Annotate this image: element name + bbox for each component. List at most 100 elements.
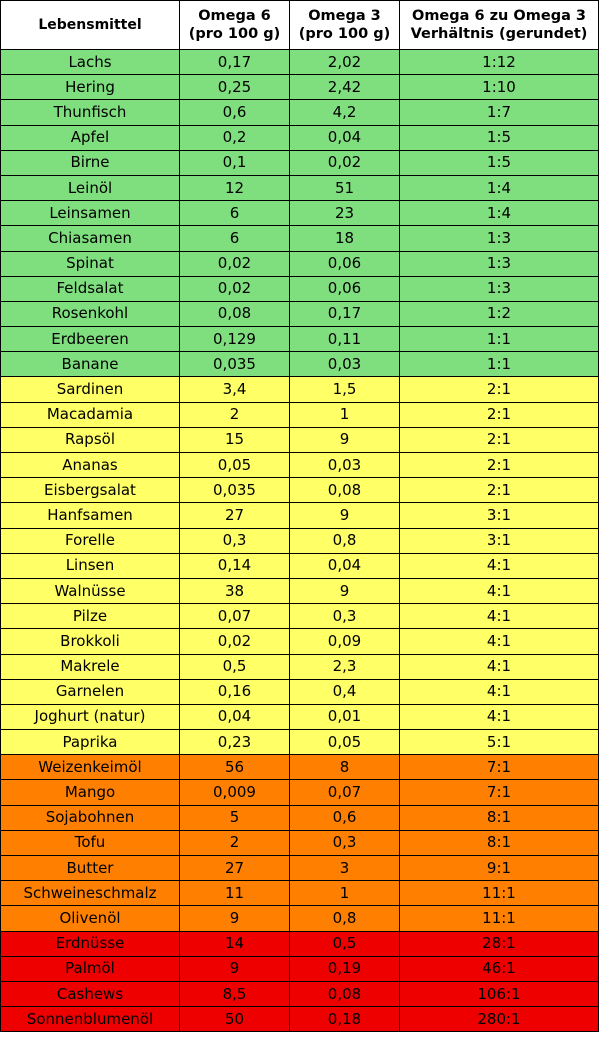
food-cell: Macadamia (0, 401, 180, 428)
food-cell: Ananas (0, 451, 180, 479)
table-row: Chiasamen 6 18 1:3 (0, 225, 599, 252)
food-cell: Leinöl (0, 174, 180, 202)
omega6-cell: 0,02 (179, 628, 290, 655)
omega6-cell: 0,16 (179, 678, 290, 705)
food-cell: Eisbergsalat (0, 477, 180, 504)
omega6-cell: 38 (179, 577, 290, 605)
table-row: Leinsamen 6 23 1:4 (0, 200, 599, 227)
table-row: Thunfisch 0,6 4,2 1:7 (0, 99, 599, 126)
omega3-cell: 8 (289, 754, 400, 781)
food-cell: Birne (0, 149, 180, 176)
ratio-cell: 106:1 (399, 980, 599, 1008)
omega6-cell: 0,05 (179, 451, 290, 479)
food-cell: Thunfisch (0, 99, 180, 126)
table-row: Olivenöl 9 0,8 11:1 (0, 905, 599, 932)
ratio-cell: 1:1 (399, 326, 599, 353)
table-row: Macadamia 2 1 2:1 (0, 401, 599, 428)
omega3-cell: 0,8 (289, 527, 400, 554)
omega3-cell: 0,5 (289, 930, 400, 957)
header-row: Lebensmittel Omega 6 (pro 100 g) Omega 3… (0, 0, 599, 50)
omega6-cell: 0,5 (179, 653, 290, 680)
header-ratio-line2: Verhältnis (gerundet) (410, 26, 588, 42)
omega3-cell: 0,08 (289, 477, 400, 504)
ratio-cell: 1:4 (399, 200, 599, 227)
ratio-cell: 1:3 (399, 275, 599, 302)
table-body: Lachs 0,17 2,02 1:12 Hering 0,25 2,42 1:10 Thunf… (0, 48, 599, 1033)
omega3-cell: 2,02 (289, 48, 400, 76)
table-row: Paprika 0,23 0,05 5:1 (0, 729, 599, 756)
omega6-cell: 0,08 (179, 300, 290, 328)
table-row: Makrele 0,5 2,3 4:1 (0, 653, 599, 680)
omega6-cell: 0,009 (179, 779, 290, 806)
table-row: Hering 0,25 2,42 1:10 (0, 74, 599, 101)
omega6-cell: 8,5 (179, 980, 290, 1008)
food-cell: Forelle (0, 527, 180, 554)
omega6-cell: 0,6 (179, 99, 290, 126)
table-row: Schweineschmalz 11 1 11:1 (0, 880, 599, 907)
ratio-cell: 2:1 (399, 401, 599, 428)
food-cell: Lachs (0, 48, 180, 76)
omega6-cell: 3,4 (179, 376, 290, 403)
table-row: Walnüsse 38 9 4:1 (0, 577, 599, 605)
omega3-cell: 2,3 (289, 653, 400, 680)
food-cell: Cashews (0, 980, 180, 1008)
omega3-cell: 0,8 (289, 905, 400, 932)
omega3-cell: 18 (289, 225, 400, 252)
omega6-cell: 0,035 (179, 351, 290, 378)
omega6-cell: 0,25 (179, 74, 290, 101)
table-row: Sardinen 3,4 1,5 2:1 (0, 376, 599, 403)
ratio-cell: 1:1 (399, 351, 599, 378)
header-omega3-line1: Omega 3 (308, 8, 381, 24)
food-cell: Apfel (0, 124, 180, 151)
omega6-cell: 6 (179, 225, 290, 252)
food-cell: Schweineschmalz (0, 880, 180, 907)
food-cell: Hering (0, 74, 180, 101)
ratio-cell: 46:1 (399, 955, 599, 982)
omega6-cell: 9 (179, 955, 290, 982)
food-cell: Mango (0, 779, 180, 806)
header-omega3: Omega 3 (pro 100 g) (289, 0, 400, 50)
omega6-cell: 5 (179, 804, 290, 831)
header-omega6: Omega 6 (pro 100 g) (179, 0, 290, 50)
table-row: Brokkoli 0,02 0,09 4:1 (0, 628, 599, 655)
omega3-cell: 0,17 (289, 300, 400, 328)
food-cell: Olivenöl (0, 905, 180, 932)
header-food-label: Lebensmittel (38, 17, 142, 33)
ratio-cell: 4:1 (399, 678, 599, 705)
omega6-cell: 50 (179, 1006, 290, 1033)
ratio-cell: 1:12 (399, 48, 599, 76)
omega6-cell: 2 (179, 401, 290, 428)
header-omega3-line2: (pro 100 g) (298, 26, 391, 42)
food-cell: Paprika (0, 729, 180, 756)
ratio-cell: 1:2 (399, 300, 599, 328)
ratio-cell: 1:5 (399, 124, 599, 151)
food-cell: Rosenkohl (0, 300, 180, 328)
table-row: Palmöl 9 0,19 46:1 (0, 955, 599, 982)
ratio-cell: 1:10 (399, 74, 599, 101)
omega3-cell: 1 (289, 401, 400, 428)
ratio-cell: 3:1 (399, 527, 599, 554)
omega3-cell: 0,4 (289, 678, 400, 705)
ratio-cell: 4:1 (399, 603, 599, 630)
omega3-cell: 0,06 (289, 250, 400, 277)
table-row: Erdbeeren 0,129 0,11 1:1 (0, 326, 599, 353)
table-row: Tofu 2 0,3 8:1 (0, 829, 599, 857)
ratio-cell: 1:7 (399, 99, 599, 126)
omega6-cell: 0,129 (179, 326, 290, 353)
header-omega6-line2: (pro 100 g) (188, 26, 281, 42)
food-cell: Spinat (0, 250, 180, 277)
omega3-cell: 0,07 (289, 779, 400, 806)
table-row: Linsen 0,14 0,04 4:1 (0, 552, 599, 579)
omega6-cell: 2 (179, 829, 290, 857)
omega6-cell: 9 (179, 905, 290, 932)
food-cell: Erdnüsse (0, 930, 180, 957)
table-row: Mango 0,009 0,07 7:1 (0, 779, 599, 806)
omega3-cell: 0,03 (289, 451, 400, 479)
omega6-cell: 0,02 (179, 250, 290, 277)
ratio-cell: 1:3 (399, 250, 599, 277)
food-cell: Makrele (0, 653, 180, 680)
omega3-cell: 0,18 (289, 1006, 400, 1033)
ratio-cell: 9:1 (399, 854, 599, 882)
omega3-cell: 4,2 (289, 99, 400, 126)
table-row: Garnelen 0,16 0,4 4:1 (0, 678, 599, 705)
